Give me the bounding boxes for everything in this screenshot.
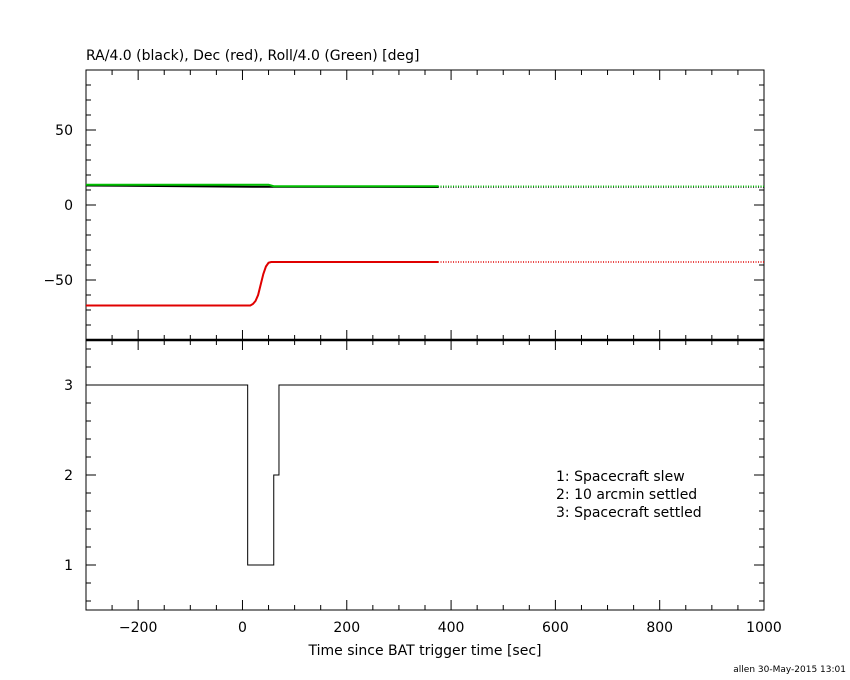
top-y-tick-label: 0 [64, 198, 73, 214]
bottom-y-tick-label: 1 [64, 558, 73, 574]
top-panel-frame [85, 69, 765, 341]
x-tick-label: 800 [646, 620, 673, 636]
bottom-y-tick-label: 3 [64, 378, 73, 394]
x-tick-label: 0 [238, 620, 247, 636]
series-dec-line [86, 261, 439, 307]
chart-title: RA/4.0 (black), Dec (red), Roll/4.0 (Gre… [86, 48, 419, 64]
legend-item-2: 2: 10 arcmin settled [556, 487, 697, 503]
legend-item-3: 3: Spacecraft settled [556, 505, 702, 521]
series-roll-line [86, 183, 439, 188]
x-tick-label: 200 [333, 620, 360, 636]
legend: 1: Spacecraft slew 2: 10 arcmin settled … [556, 469, 702, 521]
footer-stamp: allen 30-May-2015 13:01 [733, 665, 846, 675]
top-panel-series [85, 183, 764, 307]
top-panel-ticks: 50 0 −50 [43, 70, 765, 340]
bottom-panel-ticks: 3 2 1 −200 0 200 400 600 800 1000 [64, 340, 782, 636]
legend-item-1: 1: Spacecraft slew [556, 469, 685, 485]
top-y-tick-label: −50 [43, 273, 73, 289]
bottom-panel-series [86, 384, 764, 566]
bottom-y-tick-label: 2 [64, 468, 73, 484]
series-mode-line [86, 384, 764, 566]
x-tick-label: −200 [119, 620, 157, 636]
top-y-tick-label: 50 [55, 123, 73, 139]
x-tick-label: 600 [542, 620, 569, 636]
x-tick-label: 1000 [746, 620, 782, 636]
x-tick-label: 400 [438, 620, 465, 636]
x-axis-label: Time since BAT trigger time [sec] [308, 643, 542, 659]
